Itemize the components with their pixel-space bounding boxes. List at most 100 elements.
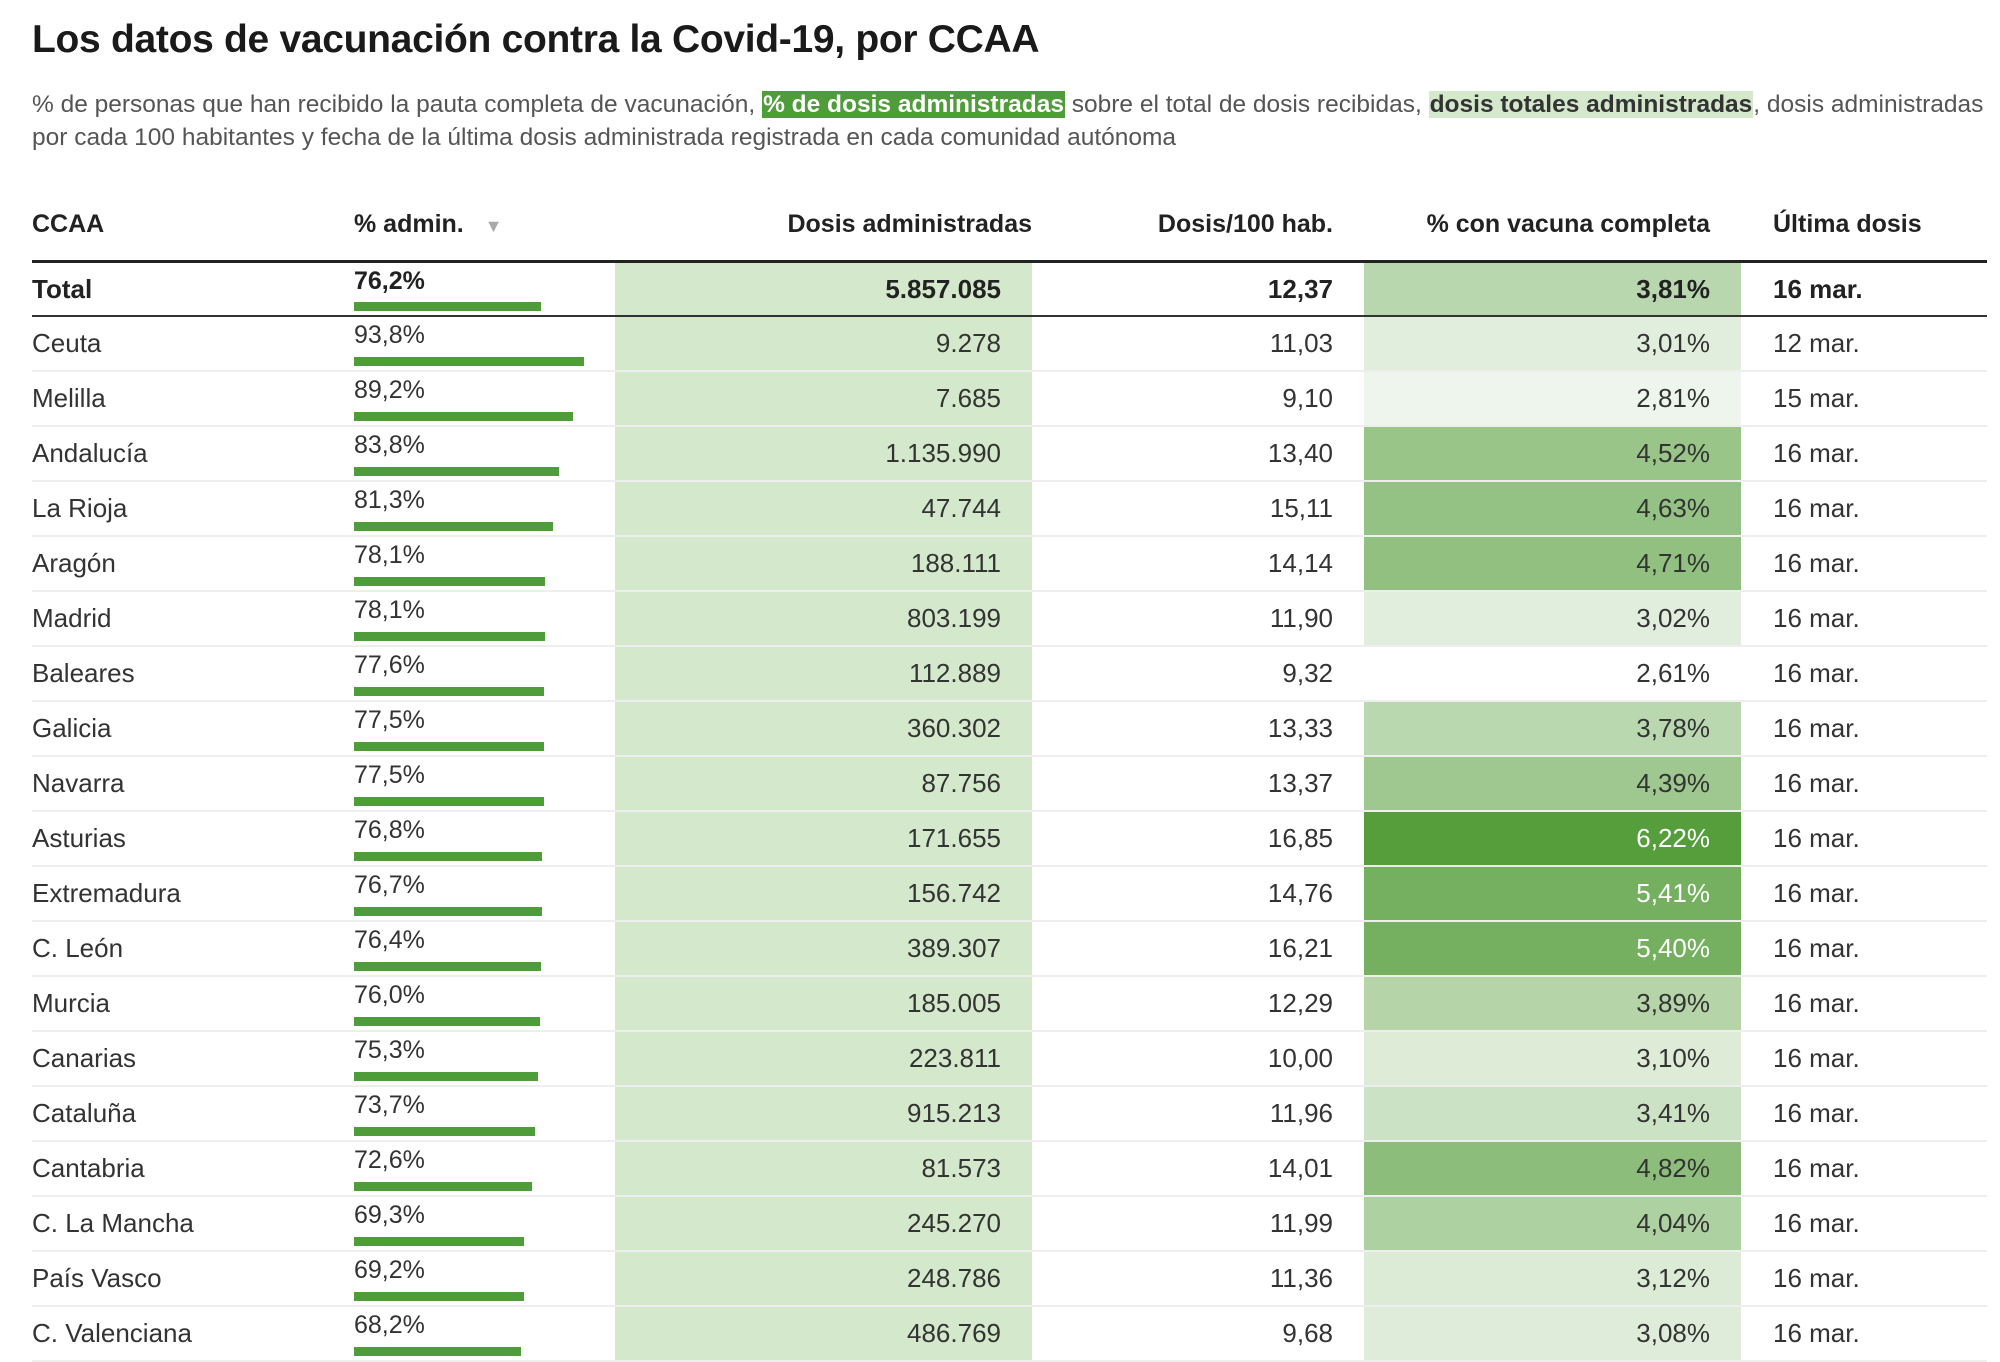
ultima-dosis-value: 16 mar. xyxy=(1773,1043,1860,1073)
pct-admin-value: 69,3% xyxy=(354,1201,425,1229)
cell-per100: 14,01 xyxy=(1032,1142,1333,1195)
per100-value: 9,32 xyxy=(1282,658,1333,688)
pct-admin-value: 76,8% xyxy=(354,816,425,844)
dosis-value: 47.744 xyxy=(921,493,1001,523)
cell-ultima-dosis: 16 mar. xyxy=(1773,702,1860,755)
per100-value: 12,37 xyxy=(1267,273,1333,304)
ultima-dosis-value: 16 mar. xyxy=(1773,1098,1860,1128)
cell-pct-admin: 72,6% xyxy=(354,1142,614,1195)
vacuna-completa-value: 4,63% xyxy=(1636,493,1710,523)
cell-dosis: 87.756 xyxy=(615,757,1032,810)
cell-pct-admin: 81,3% xyxy=(354,482,614,535)
cell-per100: 14,14 xyxy=(1032,537,1333,590)
column-header-ultima-dosis[interactable]: Última dosis xyxy=(1773,210,1922,238)
vacuna-completa-value: 3,02% xyxy=(1636,603,1710,633)
pct-admin-value: 69,2% xyxy=(354,1256,425,1284)
vacuna-completa-value: 2,61% xyxy=(1636,658,1710,688)
cell-dosis: 223.811 xyxy=(615,1032,1032,1085)
column-header-pct-admin[interactable]: % admin. ▼ xyxy=(354,210,502,239)
ultima-dosis-value: 16 mar. xyxy=(1773,713,1860,743)
cell-dosis: 171.655 xyxy=(615,812,1032,865)
column-header-per100[interactable]: Dosis/100 hab. xyxy=(1157,210,1333,238)
vacuna-completa-value: 3,10% xyxy=(1636,1043,1710,1073)
cell-ccaa: Cantabria xyxy=(32,1142,145,1195)
ultima-dosis-value: 16 mar. xyxy=(1773,988,1860,1018)
cell-ultima-dosis: 16 mar. xyxy=(1773,263,1863,315)
pct-admin-value: 89,2% xyxy=(354,376,425,404)
vacuna-completa-value: 5,41% xyxy=(1636,878,1710,908)
column-header-vacuna-completa[interactable]: % con vacuna completa xyxy=(1426,210,1710,238)
pct-admin-bar xyxy=(354,687,545,696)
cell-dosis: 188.111 xyxy=(615,537,1032,590)
pct-admin-bar xyxy=(354,1347,522,1356)
vacuna-completa-value: 4,52% xyxy=(1636,438,1710,468)
vacuna-completa-value: 3,12% xyxy=(1636,1263,1710,1293)
cell-per100: 10,00 xyxy=(1032,1032,1333,1085)
dosis-value: 9.278 xyxy=(935,328,1001,358)
pct-admin-bar xyxy=(354,1237,524,1246)
dosis-value: 245.270 xyxy=(907,1208,1001,1238)
cell-vacuna-completa: 3,12% xyxy=(1364,1252,1741,1305)
pct-admin-bar xyxy=(354,797,544,806)
cell-per100: 14,76 xyxy=(1032,867,1333,920)
subtitle-text: % de personas que han recibido la pauta … xyxy=(32,91,763,118)
table-row: C. León 76,4% 389.307 16,21 5,40% 16 mar… xyxy=(32,922,1987,977)
pct-admin-value: 76,0% xyxy=(354,981,425,1009)
cell-pct-admin: 76,0% xyxy=(354,977,614,1030)
table-row: Canarias 75,3% 223.811 10,00 3,10% 16 ma… xyxy=(32,1032,1987,1087)
ccaa-name: Galicia xyxy=(32,713,112,743)
cell-ultima-dosis: 16 mar. xyxy=(1773,757,1860,810)
cell-ultima-dosis: 16 mar. xyxy=(1773,1197,1860,1250)
per100-value: 14,01 xyxy=(1267,1153,1333,1183)
cell-ccaa: Andalucía xyxy=(32,427,148,480)
pct-admin-value: 78,1% xyxy=(354,541,425,569)
cell-vacuna-completa: 4,39% xyxy=(1364,757,1741,810)
cell-ccaa: Galicia xyxy=(32,702,111,755)
table-row: Andalucía 83,8% 1.135.990 13,40 4,52% 16… xyxy=(32,427,1987,482)
column-header-dosis[interactable]: Dosis administradas xyxy=(787,210,1032,238)
column-header-ccaa[interactable]: CCAA xyxy=(32,210,105,238)
cell-vacuna-completa: 3,01% xyxy=(1364,317,1741,370)
ultima-dosis-value: 16 mar. xyxy=(1773,823,1860,853)
cell-per100: 13,37 xyxy=(1032,757,1333,810)
table-row: La Rioja 81,3% 47.744 15,11 4,63% 16 mar… xyxy=(32,482,1987,537)
pct-admin-value: 77,5% xyxy=(354,761,425,789)
pct-admin-bar xyxy=(354,1072,539,1081)
cell-pct-admin: 89,2% xyxy=(354,372,614,425)
cell-pct-admin: 76,4% xyxy=(354,922,614,975)
table-row: Murcia 76,0% 185.005 12,29 3,89% 16 mar. xyxy=(32,977,1987,1032)
vacuna-completa-value: 3,89% xyxy=(1636,988,1710,1018)
cell-pct-admin: 93,8% xyxy=(354,317,614,370)
pct-admin-bar xyxy=(354,577,546,586)
pct-admin-bar xyxy=(354,962,542,971)
dosis-value: 188.111 xyxy=(910,548,1001,578)
dosis-value: 803.199 xyxy=(907,603,1001,633)
cell-dosis: 486.769 xyxy=(615,1307,1032,1360)
cell-dosis: 360.302 xyxy=(615,702,1032,755)
ccaa-name: Total xyxy=(32,273,93,304)
cell-ultima-dosis: 16 mar. xyxy=(1773,977,1860,1030)
page-title: Los datos de vacunación contra la Covid-… xyxy=(32,18,1040,61)
cell-ultima-dosis: 16 mar. xyxy=(1773,1142,1860,1195)
ultima-dosis-value: 16 mar. xyxy=(1773,933,1860,963)
ultima-dosis-value: 15 mar. xyxy=(1773,383,1860,413)
cell-ccaa: Navarra xyxy=(32,757,124,810)
triangle-down-icon[interactable]: ▼ xyxy=(484,216,503,236)
cell-ultima-dosis: 15 mar. xyxy=(1773,372,1860,425)
cell-per100: 16,85 xyxy=(1032,812,1333,865)
table-row: C. Valenciana 68,2% 486.769 9,68 3,08% 1… xyxy=(32,1307,1987,1362)
per100-value: 14,76 xyxy=(1267,878,1333,908)
cell-pct-admin: 77,6% xyxy=(354,647,614,700)
pct-admin-bar xyxy=(354,852,543,861)
cell-per100: 11,96 xyxy=(1032,1087,1333,1140)
per100-value: 9,10 xyxy=(1282,383,1333,413)
cell-vacuna-completa: 5,41% xyxy=(1364,867,1741,920)
cell-ccaa: Ceuta xyxy=(32,317,101,370)
ccaa-name: Cataluña xyxy=(32,1098,137,1128)
dosis-value: 5.857.085 xyxy=(885,273,1001,304)
pct-admin-bar xyxy=(354,1292,524,1301)
cell-vacuna-completa: 3,78% xyxy=(1364,702,1741,755)
ultima-dosis-value: 16 mar. xyxy=(1773,493,1860,523)
per100-value: 14,14 xyxy=(1267,548,1333,578)
cell-vacuna-completa: 2,81% xyxy=(1364,372,1741,425)
